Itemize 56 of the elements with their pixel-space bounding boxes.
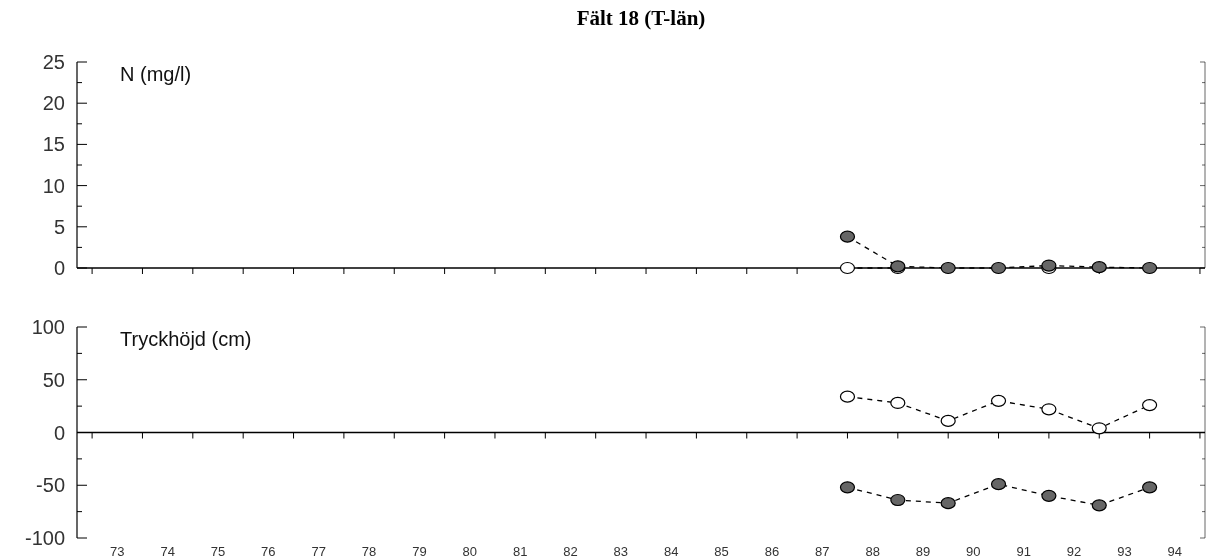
y-tick-label: 0 (53, 421, 65, 444)
x-tick-label: 85 (714, 544, 729, 559)
chart-title: Fält 18 (T-län) (576, 6, 706, 30)
point (940, 261, 956, 275)
point (839, 261, 856, 275)
point (1142, 261, 1158, 275)
x-tick-label: 83 (613, 544, 629, 559)
x-tick-label: 74 (160, 544, 175, 559)
point (1041, 489, 1057, 502)
y-tick-label: 20 (42, 92, 65, 115)
y-tick-label: 100 (31, 316, 65, 338)
y-tick-label: -100 (24, 527, 65, 549)
x-tick-label: 82 (563, 544, 578, 559)
y-axis-title: N (mg/l) (120, 63, 192, 85)
y-tick-label: 10 (42, 174, 65, 197)
point (990, 394, 1007, 407)
y-tick-label: -50 (36, 474, 65, 497)
x-tick-label: 77 (311, 544, 326, 559)
x-tick-label: 86 (764, 544, 780, 559)
y-axis-title: Tryckhöjd (cm) (120, 328, 252, 350)
x-tick-label: 80 (462, 544, 478, 559)
point (1091, 261, 1107, 274)
x-tick-label: 73 (110, 544, 125, 559)
point (1091, 422, 1107, 435)
point (1142, 398, 1158, 412)
point (890, 396, 906, 410)
point (1091, 499, 1107, 512)
point (839, 230, 856, 243)
point (990, 261, 1007, 275)
x-tick-label: 75 (210, 544, 226, 559)
point (940, 497, 956, 510)
x-tick-label: 91 (1016, 544, 1031, 559)
point (839, 481, 856, 494)
x-tick-label: 90 (966, 544, 981, 559)
point (940, 414, 956, 427)
x-tick-label: 87 (815, 544, 830, 559)
x-tick-label: 92 (1066, 544, 1082, 559)
y-tick-label: 15 (42, 133, 65, 156)
point (1142, 481, 1158, 494)
y-tick-label: 25 (42, 51, 65, 73)
x-tick-label: 76 (261, 544, 276, 559)
x-tick-label: 89 (915, 544, 931, 559)
x-tick-label: 81 (512, 544, 528, 559)
y-tick-label: 50 (42, 368, 65, 391)
x-tick-label: 93 (1117, 544, 1132, 559)
point (890, 493, 906, 507)
x-tick-label: 79 (412, 544, 427, 559)
x-tick-label: 88 (865, 544, 880, 559)
point (839, 390, 856, 403)
x-tick-label: 94 (1167, 544, 1183, 559)
y-tick-label: 0 (53, 257, 65, 279)
y-tick-label: 5 (53, 215, 65, 238)
point (990, 478, 1007, 491)
x-tick-label: 84 (663, 544, 679, 559)
point (1041, 403, 1057, 416)
x-tick-label: 78 (361, 544, 377, 559)
